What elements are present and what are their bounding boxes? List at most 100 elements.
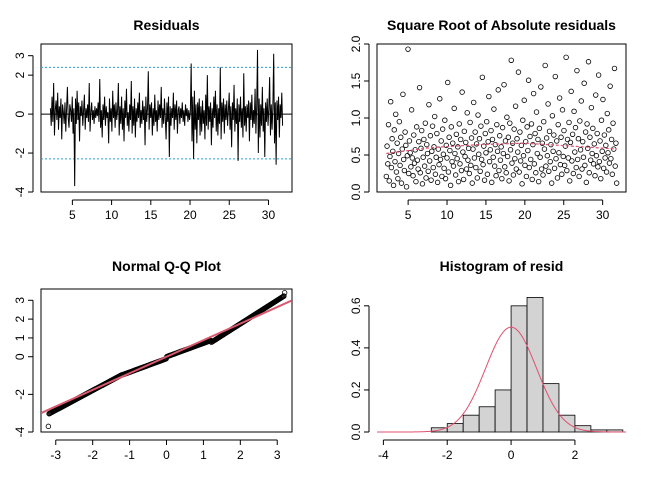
sqrt-abs-point xyxy=(544,153,551,159)
sqrt-abs-point xyxy=(471,155,478,161)
sqrt-abs-point xyxy=(598,117,605,123)
sqrt-abs-point xyxy=(507,147,514,153)
sqrt-abs-point xyxy=(457,161,463,167)
histogram-bar xyxy=(446,423,464,433)
sqrt-abs-point xyxy=(594,130,600,137)
sqrt-abs-point xyxy=(571,108,577,115)
sqrt-abs-point xyxy=(565,155,571,161)
sqrt-abs-point xyxy=(423,175,429,181)
sqrt-abs-point xyxy=(408,107,415,113)
sqrt-abs-point xyxy=(454,155,460,162)
sqrt-abs-point xyxy=(511,126,517,132)
sqrt-abs-point xyxy=(538,84,544,90)
sqrt-abs-point xyxy=(400,156,407,163)
sqrt-abs-point xyxy=(550,148,556,154)
sqrt-abs-point xyxy=(420,154,426,160)
sqrt-abs-point xyxy=(585,59,592,65)
sqrt-abs-point xyxy=(595,72,602,78)
sqrt-abs-point xyxy=(432,171,439,177)
sqrt-abs-point xyxy=(461,128,468,135)
sqrt-abs-y-tick-label: 2.0 xyxy=(349,35,363,52)
sqrt-abs-point xyxy=(465,157,471,163)
sqrt-abs-point xyxy=(463,139,469,146)
qqplot-title: Normal Q-Q Plot xyxy=(112,258,221,274)
sqrt-abs-point xyxy=(475,112,481,118)
sqrt-abs-point xyxy=(486,158,493,165)
qqplot-panel: Normal Q-Q Plot -3 -2 -1 0 1 2 3 -4 -2 0 1 2 3 xyxy=(13,258,293,462)
sqrt-abs-point xyxy=(419,181,426,187)
residuals-y-tick-label: 3 xyxy=(13,52,27,59)
sqrt-abs-point xyxy=(476,136,483,142)
sqrt-abs-point xyxy=(608,155,614,162)
sqrt-abs-plot-frame xyxy=(376,43,627,193)
residuals-y-tick-label: -4 xyxy=(13,186,27,197)
sqrt-abs-smooth-line xyxy=(386,142,617,155)
sqrt-abs-point xyxy=(496,133,503,139)
histogram-title: Histogram of resid xyxy=(440,258,564,274)
sqrt-abs-point xyxy=(449,158,455,165)
sqrt-abs-x-tick-label: 15 xyxy=(479,208,493,222)
sqrt-abs-point xyxy=(531,161,538,167)
sqrt-abs-point xyxy=(398,180,405,186)
qqplot-y-tick-label: -4 xyxy=(13,426,27,437)
sqrt-abs-point xyxy=(611,65,618,72)
sqrt-abs-point xyxy=(384,143,390,149)
sqrt-abs-point xyxy=(586,170,592,176)
sqrt-abs-point xyxy=(431,144,437,150)
sqrt-abs-point xyxy=(447,182,454,189)
sqrt-abs-point xyxy=(607,83,613,89)
residuals-plot-frame xyxy=(40,43,293,193)
sqrt-abs-point xyxy=(437,156,444,163)
sqrt-abs-point xyxy=(468,135,475,141)
sqrt-abs-point xyxy=(502,138,509,144)
sqrt-abs-point xyxy=(499,124,506,131)
sqrt-abs-point xyxy=(567,139,574,146)
sqrt-abs-point xyxy=(593,153,600,159)
sqrt-abs-point xyxy=(494,121,500,128)
sqrt-abs-point xyxy=(458,136,464,143)
residuals-title: Residuals xyxy=(133,17,199,33)
sqrt-abs-point xyxy=(437,96,443,102)
sqrt-abs-point xyxy=(480,161,486,168)
sqrt-abs-point xyxy=(603,142,609,149)
sqrt-abs-point xyxy=(612,163,618,169)
sqrt-abs-point xyxy=(551,165,558,172)
sqrt-abs-point xyxy=(434,130,440,137)
sqrt-abs-point xyxy=(498,144,504,150)
sqrt-abs-point xyxy=(502,164,508,170)
sqrt-abs-point xyxy=(598,175,604,182)
sqrt-abs-point xyxy=(433,154,439,160)
sqrt-abs-point xyxy=(463,166,470,172)
sqrt-abs-point xyxy=(450,163,457,169)
sqrt-abs-point xyxy=(603,169,610,175)
sqrt-abs-point xyxy=(545,101,551,107)
sqrt-abs-point xyxy=(390,148,396,154)
sqrt-abs-point xyxy=(600,96,606,103)
sqrt-abs-point xyxy=(400,91,406,98)
sqrt-abs-point xyxy=(446,134,452,140)
sqrt-abs-point xyxy=(494,148,501,154)
sqrt-abs-point xyxy=(483,150,489,156)
sqrt-abs-point xyxy=(489,136,496,143)
sqrt-abs-point xyxy=(525,77,532,83)
sqrt-abs-point xyxy=(470,146,476,152)
sqrt-abs-point xyxy=(386,178,392,184)
sqrt-abs-point xyxy=(543,135,550,141)
sqrt-abs-point xyxy=(389,136,395,142)
residuals-x-tick-label: 10 xyxy=(105,208,119,222)
sqrt-abs-point xyxy=(558,134,564,140)
sqrt-abs-point xyxy=(577,147,584,153)
sqrt-abs-point xyxy=(522,162,528,169)
sqrt-abs-point xyxy=(559,171,565,177)
sqrt-abs-point xyxy=(548,180,555,186)
sqrt-abs-point xyxy=(613,180,620,186)
sqrt-abs-point xyxy=(532,130,538,137)
sqrt-abs-point xyxy=(547,158,553,165)
sqrt-abs-point xyxy=(524,124,530,130)
sqrt-abs-point xyxy=(553,155,559,162)
sqrt-abs-point xyxy=(587,157,594,163)
sqrt-abs-point xyxy=(383,173,390,180)
sqrt-abs-point xyxy=(468,162,474,169)
sqrt-abs-point xyxy=(396,118,403,125)
sqrt-abs-point xyxy=(504,153,511,160)
